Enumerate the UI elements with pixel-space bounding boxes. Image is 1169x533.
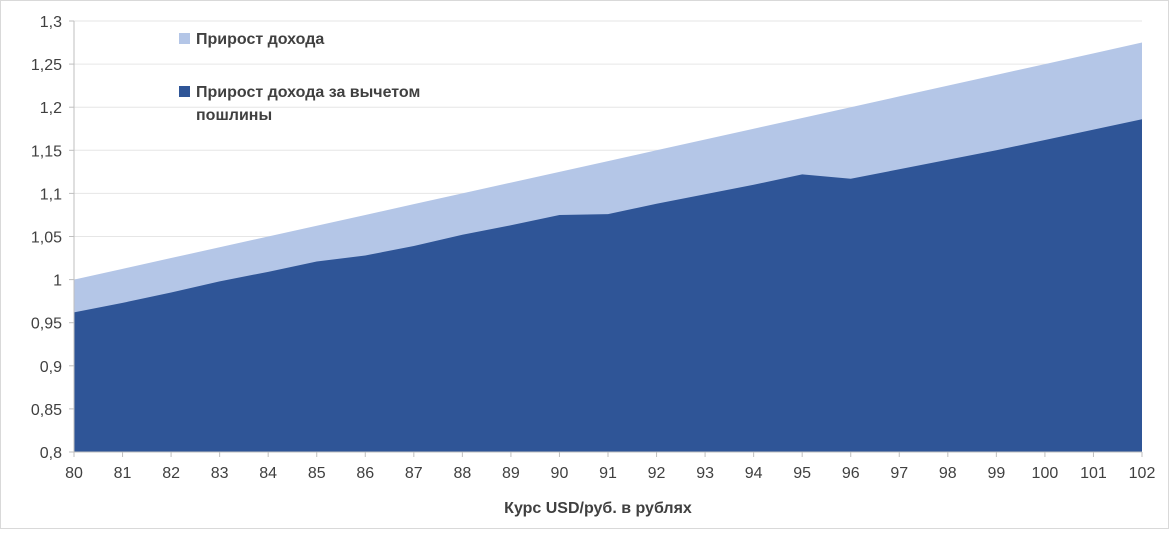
y-tick-label: 1,05	[31, 230, 62, 247]
x-tick-label: 96	[842, 465, 860, 482]
x-tick-label: 83	[211, 465, 229, 482]
x-tick-label: 93	[696, 465, 714, 482]
x-tick-label: 84	[259, 465, 277, 482]
legend-label: Прирост дохода	[196, 31, 324, 48]
legend: Прирост дохода Прирост дохода за вычетом п…	[179, 31, 420, 124]
x-tick-label: 102	[1129, 465, 1156, 482]
x-tick-label: 91	[599, 465, 617, 482]
x-tick-label: 82	[162, 465, 180, 482]
area-series-1	[74, 119, 1142, 452]
x-tick-label: 98	[939, 465, 957, 482]
x-tick-label: 88	[453, 465, 471, 482]
x-tick-label: 80	[65, 465, 83, 482]
x-tick-label: 101	[1080, 465, 1107, 482]
y-tick-label: 0,9	[40, 359, 62, 376]
legend-swatch	[179, 86, 190, 97]
y-tick-label: 1	[53, 273, 62, 290]
legend-swatch	[179, 33, 190, 44]
x-tick-label: 81	[114, 465, 132, 482]
x-tick-label: 90	[551, 465, 569, 482]
x-tick-label: 87	[405, 465, 423, 482]
x-tick-labels: 80 81 82 83 84 85 86 87 88 89 90 91 92 93 94 95 96 97 98 99…	[65, 465, 1155, 482]
y-tick-label: 1,1	[40, 186, 62, 203]
x-tick-label: 94	[745, 465, 763, 482]
x-tick-label: 92	[648, 465, 666, 482]
x-tick-label: 85	[308, 465, 326, 482]
y-tick-label: 1,25	[31, 57, 62, 74]
x-tick-label: 99	[987, 465, 1005, 482]
x-axis-label: Курс USD/руб. в рублях	[504, 500, 692, 517]
x-tick-label: 95	[793, 465, 811, 482]
y-tick-label: 1,2	[40, 100, 62, 117]
y-tick-label: 0,85	[31, 402, 62, 419]
x-tick-label: 89	[502, 465, 520, 482]
y-tick-label: 1,15	[31, 143, 62, 160]
y-tick-label: 1,3	[40, 14, 62, 31]
y-tick-label: 0,8	[40, 445, 62, 462]
y-tick-labels: 0,8 0,85 0,9 0,95 1 1,05 1,1 1,15 1,2 1,25 1,3	[31, 14, 62, 462]
x-tick-label: 100	[1032, 465, 1059, 482]
legend-label: Прирост дохода за вычетом пошлины	[196, 84, 420, 124]
x-tick-label: 86	[356, 465, 374, 482]
y-tick-label: 0,95	[31, 316, 62, 333]
x-tick-label: 97	[890, 465, 908, 482]
areas	[74, 42, 1142, 453]
axes	[69, 20, 1143, 457]
